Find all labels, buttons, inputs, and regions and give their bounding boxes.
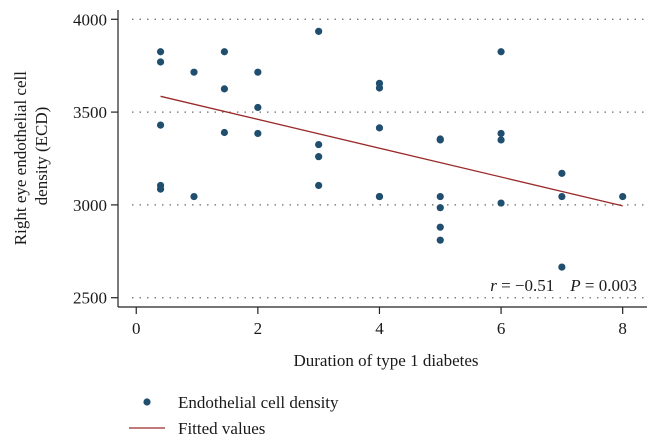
r-symbol: r	[490, 276, 497, 295]
data-point	[220, 128, 229, 137]
data-point	[497, 136, 505, 144]
data-point	[436, 136, 444, 144]
data-point	[436, 192, 444, 201]
data-point	[375, 192, 384, 201]
data-point	[156, 48, 165, 56]
y-axis-title-line-2: density (ECD)	[32, 107, 51, 206]
data-point	[315, 181, 323, 190]
data-point	[156, 121, 165, 129]
y-tick-label: 2500	[73, 289, 107, 308]
p-symbol: P	[569, 276, 580, 295]
legend-label-ecd: Endothelial cell density	[178, 393, 339, 412]
fitted-line-layer	[160, 95, 623, 207]
data-point	[190, 192, 198, 201]
y-tick-label: 3500	[73, 103, 107, 122]
legend-marker-point	[143, 398, 151, 406]
data-point	[497, 199, 505, 207]
data-point	[436, 236, 444, 244]
data-point	[315, 27, 323, 35]
data-point	[315, 153, 323, 161]
legend: Endothelial cell density Fitted values	[129, 393, 339, 438]
x-tick-label: 6	[497, 319, 506, 338]
data-point	[619, 192, 627, 201]
data-point	[497, 48, 505, 56]
data-point	[375, 84, 384, 92]
data-point	[558, 192, 566, 201]
y-tick-label: 4000	[73, 10, 107, 29]
x-tick-label: 8	[618, 319, 627, 338]
data-point	[497, 129, 505, 138]
x-tick-label: 0	[132, 319, 141, 338]
x-tick-label: 2	[254, 319, 263, 338]
legend-item-ecd: Endothelial cell density	[143, 393, 339, 412]
axes: 2500 3000 3500 4000 0 2 4 6 8	[73, 10, 647, 338]
data-point	[375, 124, 384, 132]
correlation-annotation: r = −0.51 P = 0.003	[490, 276, 637, 295]
data-point	[156, 185, 165, 193]
data-point	[254, 68, 262, 76]
data-points	[156, 27, 627, 271]
data-point	[156, 58, 165, 66]
fitted-line	[160, 95, 623, 207]
data-point	[254, 103, 262, 112]
data-point	[315, 140, 323, 149]
data-point	[436, 223, 444, 231]
legend-item-fitted: Fitted values	[129, 419, 265, 438]
y-axis-title-line-1: Right eye endothelial cell	[11, 71, 30, 245]
data-point	[254, 129, 262, 138]
x-axis-title: Duration of type 1 diabetes	[293, 351, 478, 370]
gridlines	[132, 18, 647, 299]
data-point	[436, 204, 444, 212]
data-point	[220, 48, 229, 56]
y-tick-label: 3000	[73, 196, 107, 215]
r-value: = −0.51	[497, 276, 554, 295]
x-tick-label: 4	[375, 319, 384, 338]
data-point	[190, 68, 198, 76]
p-value: = 0.003	[581, 276, 637, 295]
legend-label-fitted: Fitted values	[178, 419, 265, 438]
data-point	[558, 169, 566, 177]
data-point	[558, 263, 566, 271]
y-axis-title: Right eye endothelial cell density (ECD)	[11, 67, 51, 245]
data-point	[220, 85, 229, 93]
